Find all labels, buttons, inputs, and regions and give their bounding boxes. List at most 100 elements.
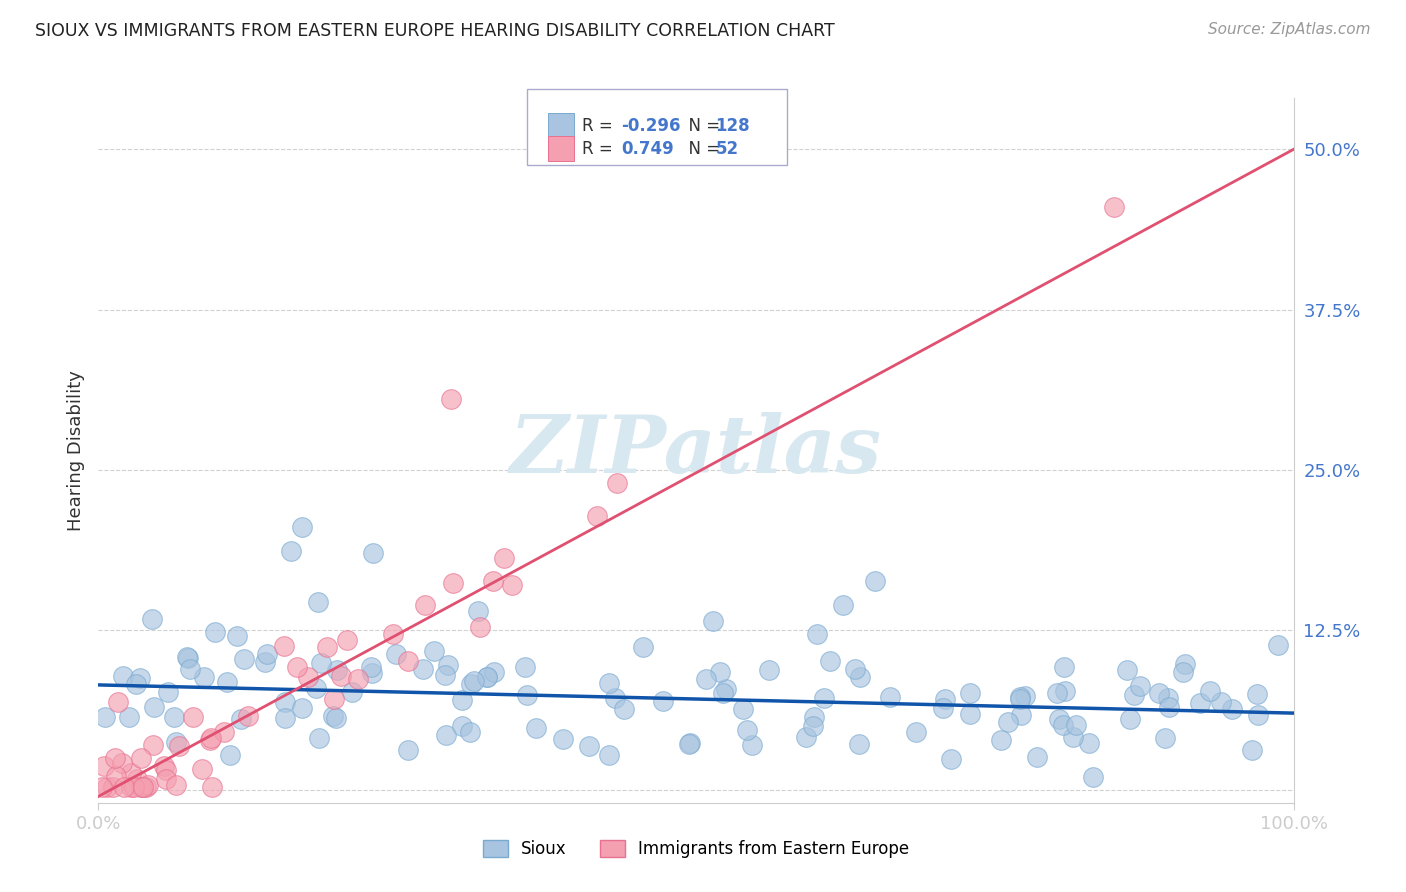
Point (93, 759, 115, 773)
Point (441, 576, 464, 591)
Point (142, 699, 165, 714)
Point (165, 735, 187, 749)
Point (120, 765, 142, 780)
Point (939, 752, 962, 766)
Point (179, 662, 201, 676)
Point (307, 595, 329, 609)
Point (586, 509, 609, 524)
Point (1010, 708, 1032, 723)
Point (217, 675, 239, 690)
Point (934, 691, 956, 706)
Point (501, 578, 523, 592)
Point (551, 731, 574, 746)
Point (879, 690, 901, 704)
Point (481, 574, 505, 589)
Point (433, 667, 456, 681)
Point (1014, 689, 1036, 703)
Point (758, 663, 780, 677)
Point (932, 700, 955, 714)
Point (101, 780, 124, 795)
Y-axis label: Hearing Disability: Hearing Disability (66, 370, 84, 531)
Point (132, 780, 155, 795)
Point (1157, 690, 1180, 705)
Point (340, 685, 363, 699)
Point (1211, 695, 1233, 709)
Point (492, 550, 515, 565)
Point (1122, 688, 1144, 702)
Point (1154, 731, 1177, 745)
Point (236, 708, 259, 723)
Point (1246, 687, 1268, 701)
Point (475, 670, 498, 684)
Point (134, 780, 156, 795)
Point (1077, 736, 1099, 750)
Point (156, 685, 179, 699)
Point (336, 633, 359, 648)
Point (233, 652, 256, 666)
Point (181, 710, 204, 724)
Point (832, 598, 855, 612)
Point (198, 733, 221, 747)
Point (1198, 683, 1220, 698)
Point (363, 546, 385, 560)
Point (524, 721, 547, 735)
Text: ZIPatlas: ZIPatlas (510, 412, 882, 489)
Point (678, 737, 700, 751)
Point (201, 780, 224, 795)
Point (1171, 665, 1194, 679)
Point (105, 769, 128, 783)
Point (396, 654, 419, 668)
Point (1064, 718, 1087, 732)
Point (1046, 686, 1069, 700)
Point (200, 731, 222, 745)
Point (1222, 702, 1244, 716)
Point (451, 719, 474, 733)
Point (711, 686, 734, 700)
Point (129, 750, 152, 764)
Point (412, 662, 434, 676)
Point (477, 670, 499, 684)
Point (212, 724, 235, 739)
Text: 52: 52 (716, 139, 738, 158)
Point (905, 725, 928, 739)
Point (959, 686, 981, 700)
Point (470, 620, 492, 634)
Text: N =: N = (678, 117, 725, 135)
Point (326, 663, 349, 677)
Point (285, 660, 308, 674)
Point (714, 681, 737, 696)
Point (1174, 657, 1197, 671)
Point (1241, 743, 1264, 757)
Point (120, 780, 142, 795)
Point (396, 743, 419, 757)
Point (280, 544, 302, 558)
Point (651, 694, 673, 708)
Legend: Sioux, Immigrants from Eastern Europe: Sioux, Immigrants from Eastern Europe (475, 833, 917, 865)
Point (254, 655, 277, 669)
Point (603, 691, 626, 706)
Text: -0.296: -0.296 (621, 117, 681, 135)
Point (122, 780, 145, 795)
Point (165, 778, 187, 792)
Point (219, 747, 242, 762)
Point (702, 614, 724, 628)
Point (1119, 712, 1142, 726)
Point (1025, 750, 1047, 764)
Point (813, 691, 835, 706)
Point (598, 747, 620, 762)
Point (1267, 638, 1289, 652)
Point (176, 650, 198, 665)
Point (679, 736, 702, 750)
Point (865, 574, 887, 589)
Point (330, 668, 353, 682)
Point (1147, 686, 1170, 700)
Point (176, 650, 198, 665)
Point (436, 657, 458, 672)
Point (104, 751, 127, 765)
Text: 0.749: 0.749 (621, 139, 675, 158)
Point (1159, 700, 1181, 714)
Point (467, 604, 489, 618)
Point (801, 719, 824, 733)
Point (1052, 718, 1074, 732)
Point (513, 659, 536, 673)
